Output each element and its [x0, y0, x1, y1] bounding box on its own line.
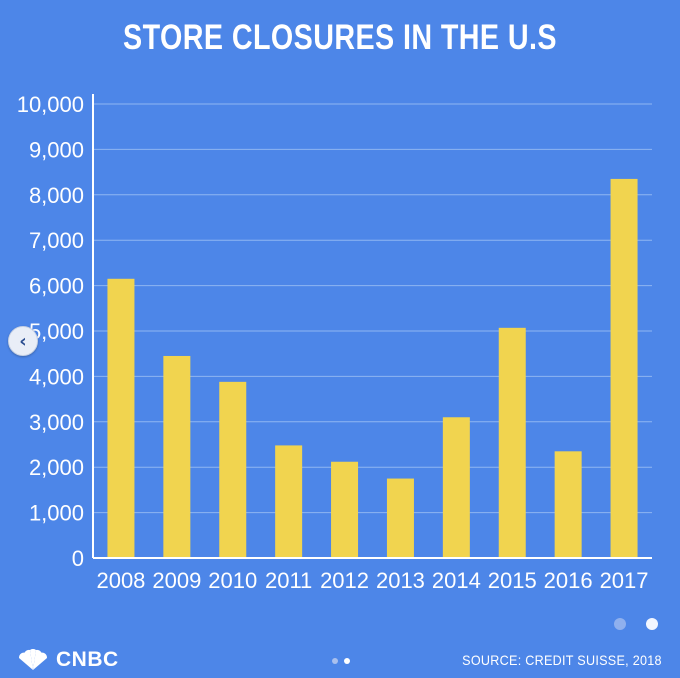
- x-tick-label: 2016: [544, 568, 593, 593]
- y-tick-label: 4,000: [29, 364, 84, 389]
- cnbc-logo: CNBC: [16, 648, 119, 672]
- bar-2012: [331, 461, 359, 558]
- chevron-left-icon: ‹: [19, 330, 27, 352]
- bar-2008: [107, 278, 135, 558]
- axes: [92, 94, 652, 559]
- x-tick-label: 2008: [96, 568, 145, 593]
- bar-2014: [442, 417, 470, 558]
- bars: [107, 178, 638, 558]
- y-tick-label: 5,000: [29, 319, 84, 344]
- y-tick-label: 10,000: [17, 92, 84, 117]
- x-tick-label: 2010: [208, 568, 257, 593]
- carousel-dot[interactable]: [614, 618, 626, 630]
- y-tick-label: 6,000: [29, 274, 84, 299]
- carousel-dot-active[interactable]: [646, 618, 658, 630]
- x-tick-label: 2009: [152, 568, 201, 593]
- carousel-indicator: [614, 618, 658, 630]
- peacock-icon: [18, 649, 48, 670]
- bar-2011: [275, 445, 303, 558]
- y-tick-label: 8,000: [29, 183, 84, 208]
- bar-2009: [163, 355, 191, 558]
- page-indicator: [332, 658, 350, 664]
- chart-title: STORE CLOSURES IN THE U.S: [123, 18, 557, 57]
- y-tick-label: 2,000: [29, 455, 84, 480]
- y-tick-label: 0: [72, 546, 84, 571]
- page-dot: [332, 658, 338, 664]
- logo-text: CNBC: [56, 648, 119, 671]
- bar-chart: 0 1,000 2,000 3,000 4,000 5,000 6,000 7,000 8,00…: [17, 92, 652, 593]
- y-tick-label: 3,000: [29, 410, 84, 435]
- bar-2015: [498, 327, 526, 558]
- x-tick-label: 2011: [265, 568, 312, 593]
- source-note: SOURCE: CREDIT SUISSE, 2018: [462, 652, 662, 668]
- x-tick-label: 2014: [432, 568, 481, 593]
- x-tick-label: 2015: [488, 568, 537, 593]
- x-tick-label: 2012: [320, 568, 369, 593]
- x-tick-labels: 2008 2009 2010 2011 2012 2013 2014 2015 2016 2017: [96, 568, 648, 593]
- bar-2013: [386, 478, 414, 558]
- x-tick-label: 2017: [600, 568, 649, 593]
- y-tick-labels: 0 1,000 2,000 3,000 4,000 5,000 6,000 7,000 8,00…: [17, 92, 84, 571]
- y-tick-label: 9,000: [29, 137, 84, 162]
- y-tick-label: 7,000: [29, 228, 84, 253]
- x-tick-label: 2013: [376, 568, 425, 593]
- bar-2010: [219, 381, 247, 558]
- y-tick-label: 1,000: [29, 501, 84, 526]
- page-dot-active: [344, 658, 350, 664]
- bar-2016: [554, 451, 582, 558]
- previous-slide-button[interactable]: ‹: [8, 326, 38, 356]
- bar-2017: [610, 178, 638, 558]
